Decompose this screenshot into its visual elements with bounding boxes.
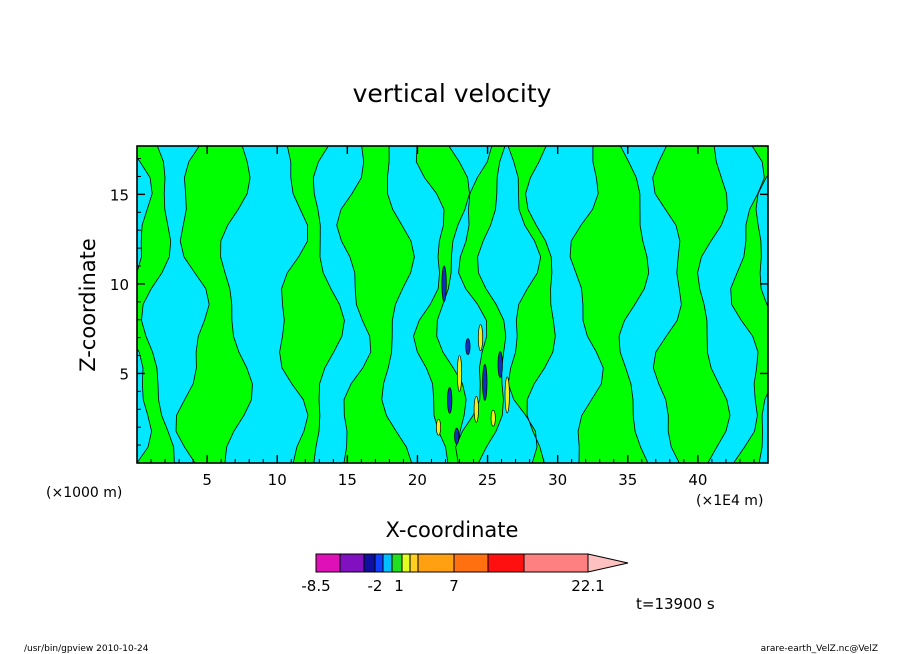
draft-cell [482, 364, 488, 401]
y-tick-label: 10 [110, 276, 129, 294]
colorbar-tick-label: 22.1 [571, 577, 604, 595]
y-tick-label: 15 [110, 186, 129, 204]
colorbar-extend-arrow [587, 553, 629, 573]
draft-cell [447, 386, 453, 414]
draft-cell [504, 376, 510, 414]
colorbar-ticks: -8.5 -2 1 7 22.1 [301, 577, 604, 595]
draft-cell [473, 395, 479, 423]
x-tick-label: 30 [548, 471, 567, 489]
contour-band-positive [279, 146, 345, 463]
plot-area [136, 145, 769, 464]
x-tick-label: 15 [338, 471, 357, 489]
contour-band-positive [652, 146, 731, 463]
draft-cell [441, 265, 447, 303]
colorbar-tick-label: 7 [449, 577, 459, 595]
draft-cell [490, 409, 496, 427]
colorbar-swatch [391, 553, 403, 573]
x-tick-label: 10 [268, 471, 287, 489]
contour-band-positive [730, 146, 768, 463]
footer-right: arare-earth_VelZ.nc@VelZ [761, 644, 878, 654]
contour-band-positive [507, 146, 556, 463]
colorbar-tick-label: -2 [368, 577, 383, 595]
x-tick-label: 35 [618, 471, 637, 489]
colorbar-swatch [315, 553, 341, 573]
time-label: t=13900 s [636, 595, 715, 613]
draft-cell [435, 418, 442, 436]
draft-cell [497, 351, 503, 378]
colorbar-swatch [401, 553, 411, 573]
colorbar-swatch [382, 553, 393, 573]
chart-title: vertical velocity [353, 79, 552, 108]
y-axis: 5 10 15 [110, 158, 768, 446]
colorbar-swatch [374, 553, 384, 573]
y-axis-label: Z-coordinate [76, 238, 100, 372]
colorbar-tick-label: -8.5 [301, 577, 330, 595]
x-unit-left: (×1000 m) [46, 485, 122, 501]
x-axis: 5 10 15 20 25 30 35 40 [150, 146, 755, 489]
colorbar-swatch [487, 553, 525, 573]
colorbar-swatch [417, 553, 455, 573]
colorbar-swatch [523, 553, 589, 573]
draft-cell [465, 338, 471, 355]
draft-cell [454, 427, 460, 445]
y-tick-label: 5 [119, 365, 129, 383]
draft-cell [456, 355, 463, 392]
x-axis-label: X-coordinate [386, 518, 519, 542]
plot-frame [136, 145, 769, 464]
colorbar-swatch [453, 553, 489, 573]
x-unit-right: (×1E4 m) [696, 493, 763, 509]
contour-band-positive [569, 146, 650, 463]
x-tick-label: 20 [408, 471, 427, 489]
contour-band-positive [175, 146, 253, 463]
contour-band-positive [137, 146, 175, 463]
contour-band-positive [413, 146, 470, 463]
colorbar [315, 553, 629, 573]
contour-band-positive [336, 146, 415, 463]
colorbar-swatch [409, 553, 419, 573]
x-tick-label: 40 [688, 471, 707, 489]
x-tick-label: 5 [202, 471, 212, 489]
draft-cell [477, 324, 484, 351]
colorbar-swatch [363, 553, 376, 573]
footer-left: /usr/bin/gpview 2010-10-24 [24, 644, 149, 654]
colorbar-tick-label: 1 [394, 577, 404, 595]
colorbar-swatch [339, 553, 365, 573]
x-tick-label: 25 [478, 471, 497, 489]
